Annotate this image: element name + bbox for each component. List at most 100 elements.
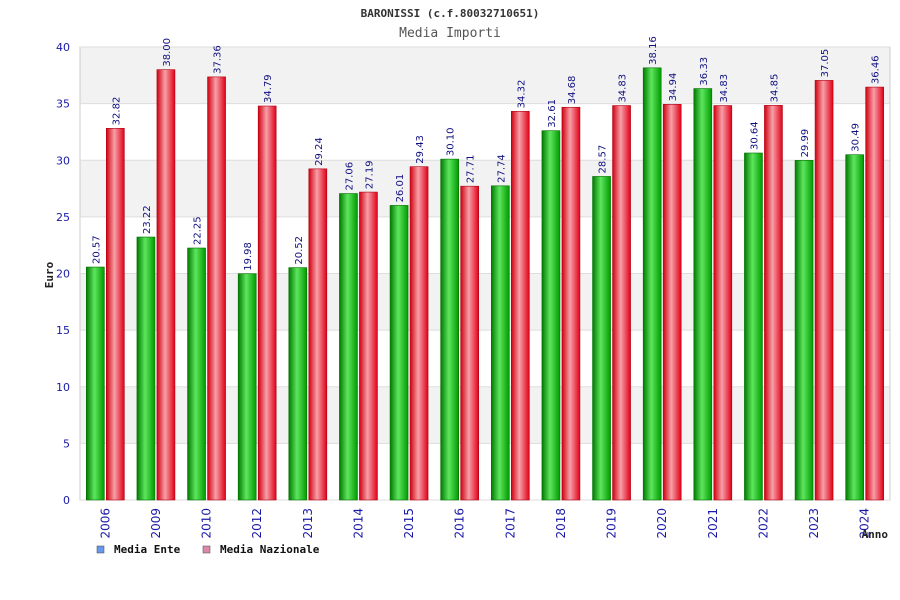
bar-media-ente-2018: [541, 130, 561, 501]
data-label-media-ente-2021: 36.33: [699, 57, 710, 86]
y-tick-label: 0: [63, 494, 70, 507]
data-label-media-ente-2020: 38.16: [648, 36, 659, 65]
y-tick-label: 40: [56, 41, 70, 54]
x-tick-label: 2014: [351, 508, 365, 539]
x-tick-label: 2023: [807, 508, 821, 539]
data-label-media-ente-2009: 23.22: [142, 205, 153, 234]
data-label-media-nazionale-2020: 34.94: [668, 73, 679, 102]
x-tick-label: 2013: [301, 508, 315, 539]
data-label-media-ente-2018: 32.61: [547, 99, 558, 128]
bar-media-ente-2020: [642, 67, 662, 501]
x-tick-label: 2012: [250, 508, 264, 539]
data-label-media-nazionale-2014: 27.19: [364, 160, 375, 189]
bar-media-nazionale-2013: [308, 168, 328, 501]
bar-media-nazionale-2023: [814, 80, 834, 501]
bar-media-nazionale-2018: [561, 106, 581, 501]
x-tick-label: 2009: [149, 508, 163, 539]
data-label-media-nazionale-2006: 32.82: [111, 97, 122, 126]
bar-media-ente-2010: [187, 247, 206, 501]
data-label-media-ente-2013: 20.52: [294, 236, 305, 265]
legend-swatch-media-nazionale: [202, 545, 211, 554]
bar-media-nazionale-2010: [207, 76, 226, 501]
data-label-media-ente-2016: 30.10: [446, 127, 457, 156]
bar-media-nazionale-2019: [612, 105, 631, 501]
x-tick-label: 2010: [200, 508, 214, 539]
bar-media-ente-2019: [592, 176, 611, 501]
x-tick-label: 2006: [98, 508, 112, 539]
x-tick-label: 2022: [756, 508, 770, 539]
x-tick-label: 2018: [554, 508, 568, 539]
bar-media-nazionale-2009: [156, 69, 176, 501]
y-tick-label: 10: [56, 381, 70, 394]
bar-media-nazionale-2024: [865, 86, 884, 501]
bar-media-ente-2023: [794, 160, 814, 501]
y-tick-label: 15: [56, 324, 70, 337]
bar-media-nazionale-2017: [511, 111, 530, 501]
bar-media-nazionale-2016: [460, 185, 479, 501]
data-label-media-ente-2015: 26.01: [395, 174, 406, 203]
bar-media-nazionale-2006: [106, 128, 125, 501]
data-label-media-ente-2019: 28.57: [598, 145, 609, 174]
y-tick-label: 5: [63, 437, 70, 450]
bar-media-ente-2022: [744, 152, 763, 501]
legend-label-media-nazionale: Media Nazionale: [220, 543, 320, 556]
bars: [86, 67, 884, 501]
bar-media-ente-2017: [491, 185, 510, 501]
data-label-media-ente-2014: 27.06: [344, 162, 355, 191]
legend: Media Ente Media Nazionale: [96, 543, 320, 556]
x-axis-ticks: 2006 2009 2010 2012 2013 2014 2015 2016 2017 2018…: [98, 508, 871, 539]
chart-title: BARONISSI (c.f.80032710651): [361, 7, 540, 20]
data-label-media-nazionale-2013: 29.24: [314, 137, 325, 166]
data-label-media-ente-2023: 29.99: [800, 129, 811, 158]
bar-media-ente-2009: [136, 236, 156, 501]
data-label-media-nazionale-2023: 37.05: [820, 49, 831, 78]
x-tick-label: 2020: [655, 508, 669, 539]
y-axis-ticks: 0 5 10 15 20 25 30 35 40: [56, 41, 70, 507]
y-tick-label: 25: [56, 211, 70, 224]
x-tick-label: 2021: [706, 508, 720, 539]
bar-media-ente-2024: [845, 154, 864, 501]
data-label-media-nazionale-2017: 34.32: [516, 80, 527, 109]
bar-media-nazionale-2022: [764, 105, 783, 501]
y-tick-label: 30: [56, 154, 70, 167]
legend-label-media-ente: Media Ente: [114, 543, 181, 556]
bar-media-nazionale-2012: [257, 105, 277, 501]
data-label-media-ente-2017: 27.74: [496, 154, 507, 183]
bar-media-ente-2014: [339, 193, 358, 501]
chart-subtitle: Media Importi: [399, 26, 501, 41]
x-tick-label: 2024: [858, 508, 872, 539]
x-tick-label: 2017: [503, 508, 517, 539]
data-label-media-ente-2010: 22.25: [193, 216, 204, 245]
data-label-media-nazionale-2022: 34.85: [769, 74, 780, 103]
data-label-media-ente-2012: 19.98: [243, 242, 254, 271]
data-label-media-nazionale-2010: 37.36: [213, 45, 224, 74]
data-label-media-ente-2022: 30.64: [749, 121, 760, 150]
data-label-media-nazionale-2021: 34.83: [719, 74, 730, 103]
bar-media-nazionale-2020: [662, 104, 682, 501]
bar-media-ente-2013: [288, 267, 308, 501]
legend-swatch-media-ente: [96, 545, 105, 554]
y-tick-label: 20: [56, 268, 70, 281]
x-tick-label: 2015: [402, 508, 416, 539]
data-labels: 20.57 32.82 23.22 38.00 22.25 37.36 19.98 34.79…: [91, 36, 881, 271]
bar-media-nazionale-2015: [409, 166, 429, 501]
bar-media-nazionale-2014: [359, 191, 378, 501]
y-axis-label: Euro: [43, 261, 56, 288]
data-label-media-nazionale-2016: 27.71: [466, 155, 477, 184]
data-label-media-ente-2024: 30.49: [851, 123, 862, 152]
bar-media-nazionale-2021: [713, 105, 733, 501]
data-label-media-nazionale-2019: 34.83: [618, 74, 629, 103]
data-label-media-nazionale-2024: 36.46: [871, 55, 882, 84]
bar-media-ente-2012: [237, 273, 257, 501]
data-label-media-nazionale-2012: 34.79: [263, 74, 274, 103]
bar-media-ente-2006: [86, 266, 105, 501]
bar-media-ente-2021: [693, 88, 713, 501]
data-label-media-nazionale-2018: 34.68: [567, 76, 578, 105]
bar-media-ente-2016: [440, 158, 459, 501]
data-label-media-ente-2006: 20.57: [91, 235, 102, 264]
data-label-media-nazionale-2015: 29.43: [415, 135, 426, 164]
x-axis-label: Anno: [862, 528, 889, 541]
y-tick-label: 35: [56, 98, 70, 111]
bar-media-ente-2015: [389, 205, 409, 501]
